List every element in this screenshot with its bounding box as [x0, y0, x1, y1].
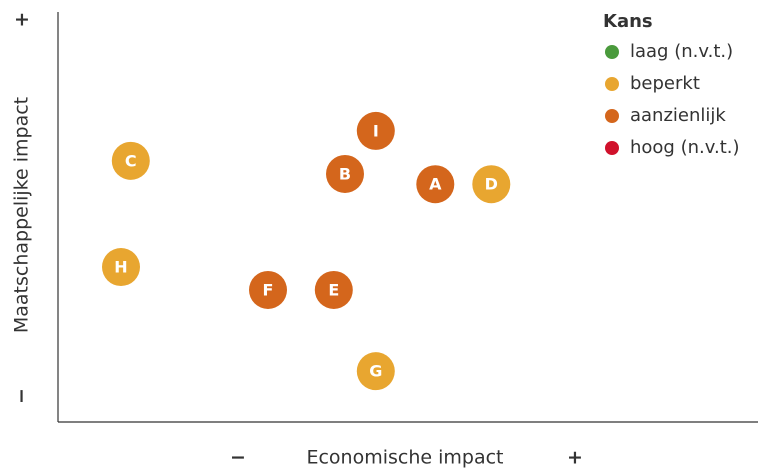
point-label: B: [339, 164, 351, 183]
legend-label: aanzienlijk: [630, 105, 726, 126]
point: [356, 111, 395, 150]
point: [416, 165, 455, 204]
point: [249, 270, 287, 309]
legend-label: laag (n.v.t.): [630, 41, 733, 62]
legend-swatch: [605, 45, 619, 59]
point-label: I: [373, 121, 379, 140]
y-max-label: +: [14, 9, 30, 31]
point-label: C: [125, 151, 137, 170]
x-min-label: −: [230, 447, 246, 469]
point-label: D: [485, 175, 498, 194]
legend-title: Kans: [603, 11, 653, 32]
point-label: G: [369, 362, 382, 381]
x-axis-label: Economische impact: [306, 447, 503, 469]
legend-swatch: [605, 109, 619, 123]
point: [102, 248, 140, 287]
legend-label: beperkt: [630, 73, 700, 94]
point-label: F: [263, 280, 274, 299]
point: [472, 165, 511, 204]
point-label: H: [114, 258, 127, 277]
legend-label: hoog (n.v.t.): [630, 137, 740, 158]
point-label: E: [328, 280, 339, 299]
x-max-label: +: [567, 447, 583, 469]
point: [326, 154, 364, 193]
legend-swatch: [605, 141, 619, 155]
y-axis-label: Maatschappelijke impact: [11, 97, 33, 333]
point: [356, 352, 395, 391]
point: [111, 141, 150, 180]
legend-swatch: [605, 77, 619, 91]
y-min-label: −: [11, 388, 33, 404]
point-label: A: [429, 175, 442, 194]
point: [314, 270, 353, 309]
